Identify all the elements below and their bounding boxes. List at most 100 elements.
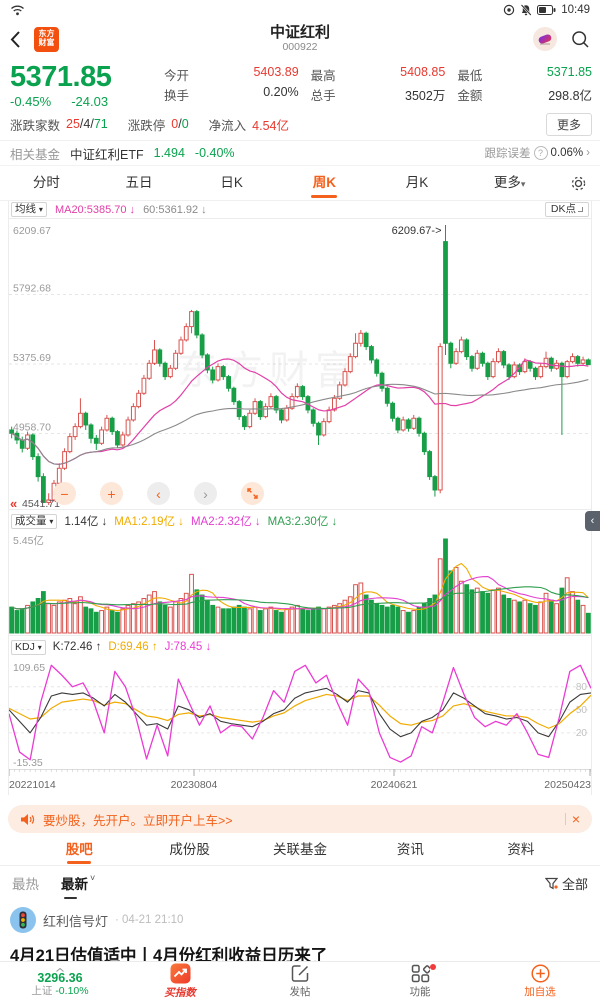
post-author[interactable]: 红利信号灯	[43, 913, 109, 929]
tab-news[interactable]: 资讯	[396, 841, 424, 857]
ma-selector[interactable]: 均线 ▾	[11, 202, 47, 217]
page-title: 中证红利 000922	[0, 24, 600, 54]
volume-selector[interactable]: 成交量 ▾	[11, 513, 58, 529]
filter-hot[interactable]: 最热	[12, 877, 39, 892]
ai-assistant-icon[interactable]	[533, 27, 557, 51]
avatar[interactable]	[10, 907, 36, 933]
pan-right-button[interactable]: ›	[194, 482, 217, 505]
open-account-banner[interactable]: 要炒股，先开户。立即开户上车>> ×	[8, 805, 592, 833]
svg-text:4958.70: 4958.70	[13, 422, 51, 434]
kdj-chart[interactable]: 80 50 20 109.65 -15.35	[9, 658, 591, 769]
svg-text:«: «	[10, 496, 17, 509]
section-tab-bar: 股吧 成份股 关联基金 资讯 资料	[0, 833, 600, 866]
advancers-decliners: 25/4/71	[66, 117, 108, 131]
buy-index-button[interactable]: 买指数	[120, 963, 240, 1000]
stat-low: 最低 5371.85	[457, 65, 593, 83]
kdj-selector[interactable]: KDJ ▾	[11, 639, 46, 655]
post-title[interactable]: 4月21日估值适中丨4月份红利收益日历来了	[10, 947, 328, 965]
related-fund-row[interactable]: 相关基金 中证红利ETF 1.494 -0.40% 跟踪误差 ? 0.06% ›	[0, 141, 600, 165]
svg-text:东方财富: 东方财富	[177, 349, 361, 393]
last-price: 5371.85	[10, 61, 112, 93]
chart-area: 均线 ▾ MA20:5385.70 ↓ 60:5361.92 ↓ DK点 579…	[8, 201, 600, 795]
battery-icon	[537, 5, 556, 15]
time-axis-ruler	[9, 769, 591, 776]
functions-button[interactable]: 功能	[360, 963, 480, 999]
eye-comfort-icon	[503, 4, 515, 16]
filter-all[interactable]: 全部	[544, 874, 588, 893]
volume-chart[interactable]: 5.45亿	[9, 532, 591, 635]
volume-pane-header: 成交量 ▾ 1.14亿 ↓ MA1:2.19亿 ↓ MA2:2.32亿 ↓ MA…	[9, 509, 600, 532]
stock-code: 000922	[282, 41, 318, 54]
caret-up-icon	[0, 966, 120, 972]
tab-daily-k[interactable]: 日K	[220, 175, 243, 190]
svg-text:6209.67: 6209.67	[13, 225, 51, 237]
add-watchlist-button[interactable]: 加自选	[480, 963, 600, 999]
funnel-icon	[544, 877, 558, 890]
tab-profile[interactable]: 资料	[507, 841, 535, 857]
tab-weekly-k[interactable]: 周K	[278, 166, 371, 200]
search-icon[interactable]	[571, 30, 590, 49]
wifi-icon	[10, 4, 25, 16]
svg-text:4541.71: 4541.71	[22, 498, 60, 509]
dk-point-button[interactable]: DK点	[544, 202, 589, 217]
zoom-in-button[interactable]: +	[100, 482, 123, 505]
volume-ma3: MA3:2.30亿 ↓	[267, 516, 338, 528]
tab-more-periods[interactable]: 更多▾	[493, 175, 526, 190]
chart-settings-gear-icon[interactable]	[556, 175, 600, 192]
tab-5day[interactable]: 五日	[125, 175, 153, 190]
bottom-action-bar: 3296.36 上证 -0.10% 买指数 发帖 功能 加自选	[0, 961, 600, 1000]
more-button[interactable]: 更多	[545, 112, 592, 136]
change-value: -24.03	[71, 94, 109, 109]
breadth-row: 涨跌家数 25/4/71 涨跌停 0/0 净流入 4.54亿 更多	[0, 110, 600, 141]
kdj-pane-header: KDJ ▾ K:72.46 ↑ D:69.46 ↑ J:78.45 ↓	[9, 635, 591, 658]
stat-turnover: 换手 0.20%	[164, 85, 299, 103]
tab-monthly-k[interactable]: 月K	[405, 175, 429, 190]
index-ticker[interactable]: 3296.36 上证 -0.10%	[0, 965, 120, 997]
banner-text[interactable]: 要炒股，先开户。立即开户上车>>	[43, 813, 233, 828]
stat-amount: 金额 298.8亿	[457, 89, 593, 103]
fund-name: 中证红利ETF	[70, 147, 144, 162]
index-pct: -0.10%	[55, 984, 89, 997]
tab-constituents[interactable]: 成份股	[169, 841, 210, 857]
fullscreen-button[interactable]	[241, 482, 264, 505]
axis-date: 20250423	[544, 779, 591, 791]
time-axis-dates: 20221014 20230804 20240621 20250423	[9, 779, 591, 795]
pan-left-button[interactable]: ‹	[147, 482, 170, 505]
svg-text:5792.68: 5792.68	[13, 283, 51, 295]
tracking-error[interactable]: 跟踪误差 ? 0.06% ›	[484, 146, 590, 160]
quote-panel: 5371.85 -0.45% -24.03 今开 5403.89 最高 5408.8…	[0, 58, 600, 110]
banner-close-icon[interactable]: ×	[571, 811, 580, 827]
notification-dot	[430, 963, 436, 970]
svg-text:50: 50	[576, 705, 588, 716]
zoom-out-button[interactable]: −	[53, 482, 76, 505]
kdj-j-value: J:78.45 ↓	[164, 641, 212, 653]
svg-text:5375.69: 5375.69	[13, 352, 51, 364]
svg-text:5.45亿: 5.45亿	[13, 534, 44, 547]
stat-volume: 总手 3502万	[310, 89, 446, 103]
post-time: · 04-21 21:10	[115, 914, 184, 926]
limit-updown: 0/0	[171, 117, 189, 131]
ma-indicator-bar: 均线 ▾ MA20:5385.70 ↓ 60:5361.92 ↓ DK点	[9, 201, 591, 218]
ma20-value: MA20:5385.70 ↓	[54, 203, 136, 216]
collapse-chart-button[interactable]: ‹	[585, 511, 600, 531]
tab-related-funds[interactable]: 关联基金	[273, 841, 328, 857]
banner-divider	[564, 813, 566, 825]
index-value: 3296.36	[37, 970, 83, 985]
svg-text:80: 80	[576, 682, 588, 693]
filter-newest[interactable]: 最新 ˅	[61, 873, 96, 899]
axis-date: 20221014	[9, 779, 56, 791]
new-post-button[interactable]: 发帖	[240, 964, 360, 999]
mute-bell-icon	[520, 4, 532, 16]
period-tab-bar: 分时 五日 日K 周K 月K 更多▾	[0, 165, 600, 201]
svg-text:6209.67->: 6209.67->	[392, 225, 442, 237]
tab-guba[interactable]: 股吧	[24, 834, 134, 865]
axis-date: 20240621	[370, 779, 418, 791]
volume-ma2: MA2:2.32亿 ↓	[190, 516, 261, 528]
price-kline-chart[interactable]: 5792.68 5375.69 4958.70 东方财富 6209.67 6209.67-…	[9, 218, 591, 509]
nav-header: 东方 财富 中证红利 000922	[0, 20, 600, 58]
question-icon[interactable]: ?	[533, 146, 548, 160]
back-button[interactable]	[10, 30, 32, 49]
tab-minute[interactable]: 分时	[32, 175, 60, 190]
grid-menu-icon	[411, 964, 430, 983]
svg-text:20: 20	[576, 728, 588, 739]
